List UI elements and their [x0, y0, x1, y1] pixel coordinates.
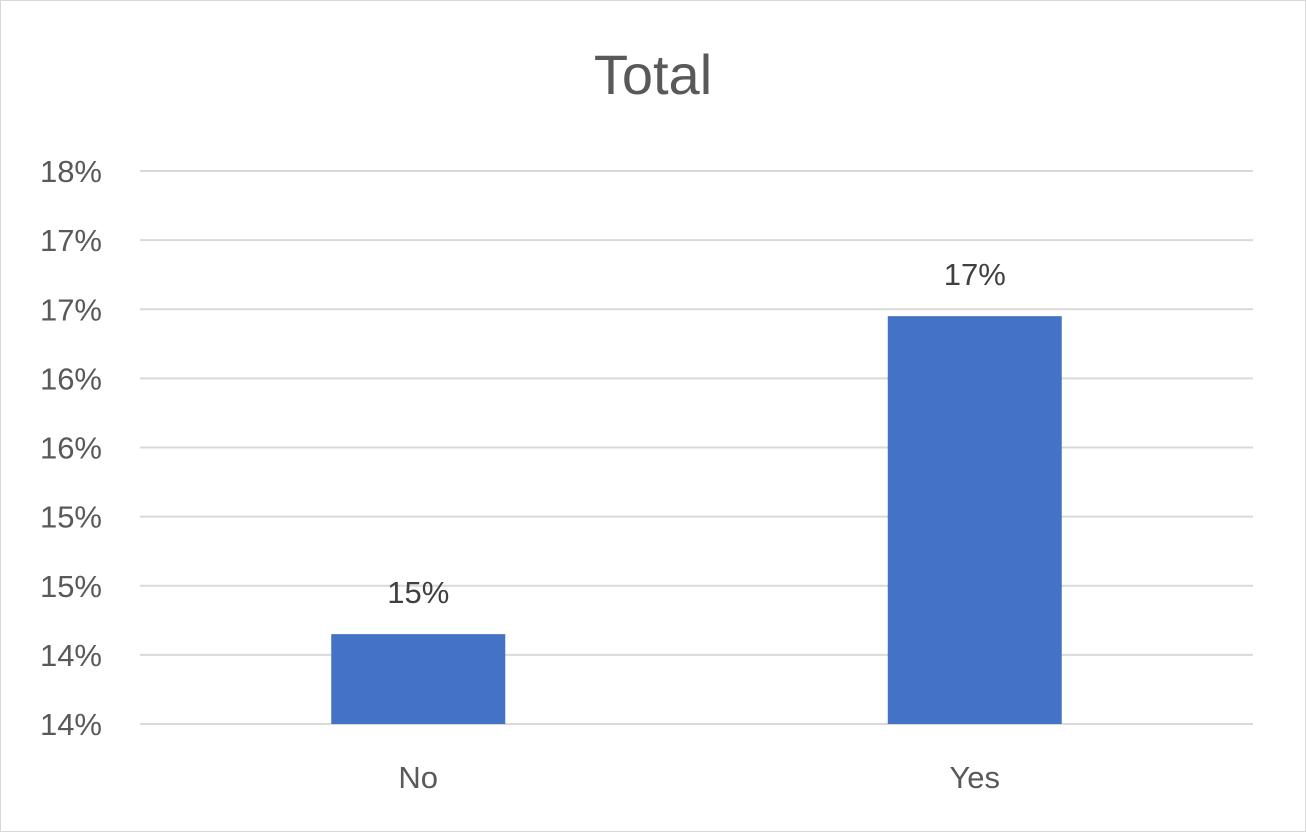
- y-tick-label: 14%: [40, 638, 102, 673]
- y-tick-label: 16%: [40, 361, 102, 396]
- x-tick-label: No: [398, 760, 438, 795]
- x-tick-label: Yes: [949, 760, 1000, 795]
- y-tick-label: 18%: [40, 154, 102, 189]
- x-axis-ticks: No Yes: [398, 760, 1000, 795]
- y-tick-label: 15%: [40, 569, 102, 604]
- chart-title: Total: [593, 43, 713, 106]
- bar: [331, 634, 506, 724]
- y-tick-label: 14%: [40, 707, 102, 742]
- gridlines: [140, 170, 1253, 725]
- y-axis-ticks: 14% 14% 15% 15% 16% 16% 17% 17% 18%: [40, 154, 102, 742]
- y-tick-label: 15%: [40, 500, 102, 535]
- y-tick-label: 17%: [40, 292, 102, 327]
- y-tick-label: 17%: [40, 223, 102, 258]
- y-tick-label: 16%: [40, 431, 102, 466]
- data-label: 17%: [944, 257, 1006, 292]
- bars: 15% 17%: [331, 257, 1062, 724]
- data-label: 15%: [387, 575, 449, 610]
- bar: [887, 316, 1062, 724]
